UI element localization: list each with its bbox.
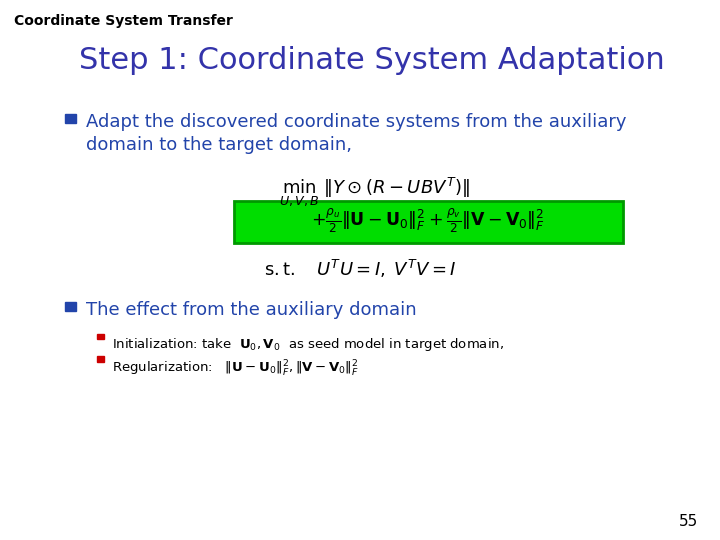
Text: $\mathrm{s.t.} \quad U^TU = I, \; V^TV = I$: $\mathrm{s.t.} \quad U^TU = I, \; V^TV =… <box>264 258 456 280</box>
Text: Step 1: Coordinate System Adaptation: Step 1: Coordinate System Adaptation <box>79 46 665 75</box>
Text: Regularization:   $\|\mathbf{U}-\mathbf{U}_0\|_F^2, \|\mathbf{V}-\mathbf{V}_0\|_: Regularization: $\|\mathbf{U}-\mathbf{U}… <box>112 359 359 379</box>
FancyBboxPatch shape <box>234 201 623 243</box>
Text: domain to the target domain,: domain to the target domain, <box>86 136 352 154</box>
Text: 55: 55 <box>679 514 698 529</box>
Text: Initialization: take  $\mathbf{U}_0, \mathbf{V}_0$  as seed model in target doma: Initialization: take $\mathbf{U}_0, \mat… <box>112 336 504 353</box>
Text: The effect from the auxiliary domain: The effect from the auxiliary domain <box>86 301 417 319</box>
Bar <box>65 114 76 123</box>
Bar <box>97 356 104 362</box>
Bar <box>97 334 104 339</box>
Text: $\underset{U,V,B}{\min} \; \|Y \odot (R - UBV^T)\|$: $\underset{U,V,B}{\min} \; \|Y \odot (R … <box>279 176 470 208</box>
Text: Coordinate System Transfer: Coordinate System Transfer <box>14 14 233 28</box>
Text: $+\frac{\rho_u}{2}\|\mathbf{U}-\mathbf{U}_0\|_F^2+\frac{\rho_v}{2}\|\mathbf{V}-\: $+\frac{\rho_u}{2}\|\mathbf{U}-\mathbf{U… <box>312 207 545 235</box>
Bar <box>65 302 76 310</box>
Text: Adapt the discovered coordinate systems from the auxiliary: Adapt the discovered coordinate systems … <box>86 113 627 131</box>
